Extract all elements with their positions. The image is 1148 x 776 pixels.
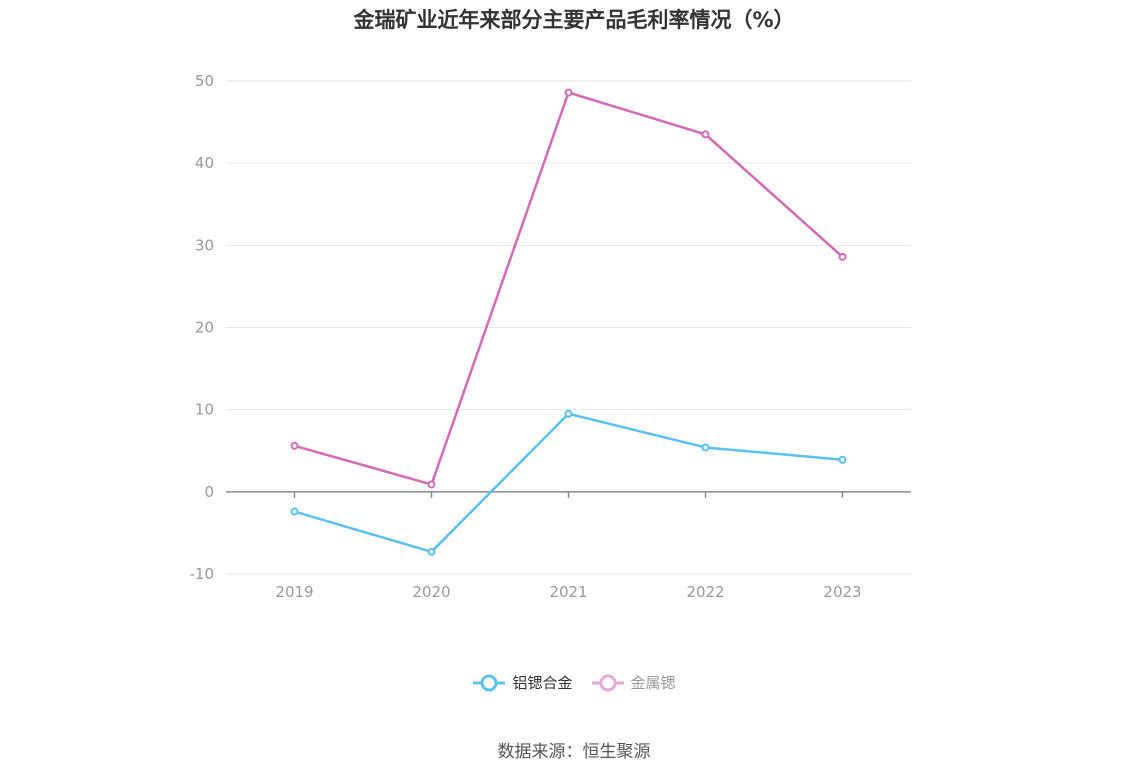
legend-item-series-0[interactable]: 铝锶合金 <box>472 672 573 693</box>
y-tick-label: 0 <box>204 483 214 501</box>
series-group <box>290 88 847 556</box>
legend-item-series-1[interactable]: 金属锶 <box>591 672 676 693</box>
y-tick-label: 40 <box>195 154 214 172</box>
y-tick-label: 50 <box>195 72 214 90</box>
legend-label-series-1: 金属锶 <box>630 674 676 692</box>
line-chart: -10 0 10 20 30 40 50 2019 2020 2021 2022 2023 <box>190 72 911 601</box>
data-source: 数据来源：恒生聚源 <box>497 742 651 762</box>
y-tick-label: 20 <box>195 319 214 337</box>
y-tick-label: 30 <box>195 236 214 254</box>
data-point-series-0 <box>427 547 436 556</box>
x-tick-label: 2022 <box>686 583 724 601</box>
data-point-series-0 <box>564 409 573 418</box>
data-point-series-0 <box>290 507 299 516</box>
legend: 铝锶合金 金属锶 <box>0 672 1148 693</box>
legend-label-series-0: 铝锶合金 <box>512 674 573 692</box>
grid-lines <box>226 80 911 575</box>
series-line-0 <box>294 412 843 554</box>
series-line-1 <box>294 91 844 486</box>
data-point-series-1 <box>290 441 299 450</box>
data-point-series-1 <box>564 88 573 97</box>
data-point-series-1 <box>427 480 436 489</box>
x-axis: 2019 2020 2021 2022 2023 <box>226 491 911 601</box>
y-tick-label: 10 <box>195 401 214 419</box>
chart-title: 金瑞矿业近年来部分主要产品毛利率情况（%） <box>353 8 795 32</box>
x-tick-label: 2020 <box>412 583 450 601</box>
x-tick-label: 2021 <box>549 583 587 601</box>
y-axis: -10 0 10 20 30 40 50 <box>190 72 215 583</box>
x-tick-label: 2019 <box>275 583 313 601</box>
y-tick-label: -10 <box>190 565 215 583</box>
data-point-series-0 <box>838 455 847 464</box>
x-tick-label: 2023 <box>823 583 861 601</box>
legend-line-marker-icon <box>473 674 506 691</box>
data-point-series-0 <box>701 443 710 452</box>
data-point-series-1 <box>838 252 847 261</box>
data-point-series-1 <box>701 130 710 139</box>
legend-line-marker-icon <box>591 674 624 691</box>
